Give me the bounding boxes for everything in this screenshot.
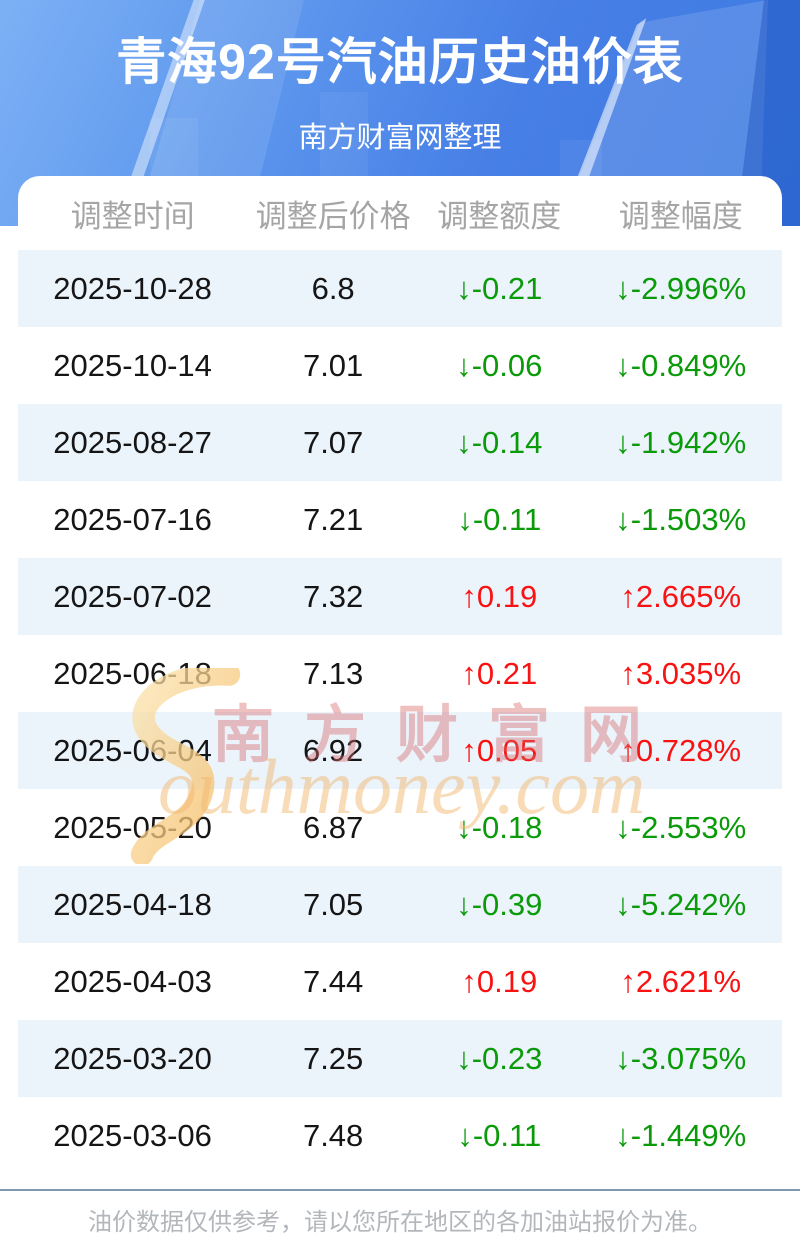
- cell-change: ↓-0.18: [456, 809, 543, 845]
- cell-price: 7.48: [302, 1117, 364, 1153]
- table-row: 2025-03-20 7.25 ↓-0.23 ↓-3.075%: [18, 1020, 782, 1097]
- column-header: 调整幅度: [618, 198, 743, 234]
- page-subtitle: 南方财富网整理: [298, 122, 502, 154]
- table-row: 2025-05-20 6.87 ↓-0.18 ↓-2.553%: [18, 789, 782, 866]
- cell-price: 6.8: [311, 270, 355, 306]
- cell-pct: ↓-2.553%: [615, 809, 747, 845]
- cell-date: 2025-07-16: [53, 501, 212, 537]
- cell-pct: ↓-1.449%: [615, 1117, 747, 1153]
- cell-price: 6.92: [302, 732, 364, 768]
- cell-pct: ↓-2.996%: [615, 270, 747, 306]
- cell-change: ↓-0.11: [457, 1117, 542, 1153]
- cell-pct: ↓-3.075%: [615, 1040, 747, 1076]
- cell-date: 2025-10-14: [53, 347, 212, 383]
- column-header: 调整额度: [437, 198, 562, 234]
- cell-date: 2025-07-02: [53, 578, 212, 614]
- table-row: 2025-10-14 7.01 ↓-0.06 ↓-0.849%: [18, 327, 782, 404]
- cell-change: ↑0.05: [461, 732, 538, 768]
- cell-pct: ↑2.665%: [620, 578, 742, 614]
- cell-change: ↓-0.23: [456, 1040, 543, 1076]
- cell-change: ↓-0.11: [457, 501, 542, 537]
- cell-price: 7.25: [302, 1040, 364, 1076]
- table-body: 2025-10-28 6.8 ↓-0.21 ↓-2.996% 2025-10-14 7.0…: [18, 250, 782, 1174]
- column-header: 调整后价格: [255, 198, 411, 234]
- cell-change: ↓-0.14: [456, 424, 543, 460]
- cell-price: 7.32: [302, 578, 364, 614]
- cell-pct: ↓-0.849%: [615, 347, 747, 383]
- table-row: 2025-10-28 6.8 ↓-0.21 ↓-2.996%: [18, 250, 782, 327]
- cell-price: 7.44: [302, 963, 364, 999]
- cell-date: 2025-08-27: [53, 424, 212, 460]
- price-table-card: 调整时间 调整后价格 调整额度 调整幅度 2025-10-28 6.8 ↓-0.21 ↓-2…: [18, 176, 782, 1174]
- cell-date: 2025-03-20: [53, 1040, 212, 1076]
- cell-pct: ↓-5.242%: [615, 886, 747, 922]
- table-row: 2025-04-18 7.05 ↓-0.39 ↓-5.242%: [18, 866, 782, 943]
- cell-price: 7.13: [302, 655, 364, 691]
- cell-date: 2025-04-03: [53, 963, 212, 999]
- table-row: 2025-04-03 7.44 ↑0.19 ↑2.621%: [18, 943, 782, 1020]
- cell-change: ↓-0.39: [456, 886, 543, 922]
- cell-price: 7.21: [302, 501, 364, 537]
- cell-pct: ↑0.728%: [620, 732, 742, 768]
- cell-change: ↓-0.06: [456, 347, 543, 383]
- cell-price: 7.05: [302, 886, 364, 922]
- cell-date: 2025-04-18: [53, 886, 212, 922]
- cell-pct: ↑2.621%: [620, 963, 742, 999]
- cell-pct: ↓-1.503%: [615, 501, 747, 537]
- cell-date: 2025-10-28: [53, 270, 212, 306]
- table-row: 2025-08-27 7.07 ↓-0.14 ↓-1.942%: [18, 404, 782, 481]
- cell-change: ↑0.21: [461, 655, 538, 691]
- footer-note: 油价数据仅供参考，请以您所在地区的各加油站报价为准。: [88, 1209, 712, 1236]
- cell-price: 6.87: [302, 809, 364, 845]
- page-title: 青海92号汽油历史油价表: [116, 34, 684, 90]
- table-header-row: 调整时间 调整后价格 调整额度 调整幅度: [18, 176, 782, 250]
- cell-change: ↑0.19: [461, 578, 538, 614]
- cell-price: 7.01: [302, 347, 364, 383]
- table-row: 2025-06-18 7.13 ↑0.21 ↑3.035%: [18, 635, 782, 712]
- cell-pct: ↓-1.942%: [615, 424, 747, 460]
- cell-change: ↑0.19: [461, 963, 538, 999]
- cell-pct: ↑3.035%: [620, 655, 742, 691]
- cell-date: 2025-03-06: [53, 1117, 212, 1153]
- table-row: 2025-07-02 7.32 ↑0.19 ↑2.665%: [18, 558, 782, 635]
- cell-date: 2025-05-20: [53, 809, 212, 845]
- footer: 油价数据仅供参考，请以您所在地区的各加油站报价为准。: [0, 1189, 800, 1238]
- cell-date: 2025-06-18: [53, 655, 212, 691]
- table-row: 2025-03-06 7.48 ↓-0.11 ↓-1.449%: [18, 1097, 782, 1174]
- table-row: 2025-06-04 6.92 ↑0.05 ↑0.728%: [18, 712, 782, 789]
- cell-price: 7.07: [302, 424, 364, 460]
- cell-date: 2025-06-04: [53, 732, 212, 768]
- table-row: 2025-07-16 7.21 ↓-0.11 ↓-1.503%: [18, 481, 782, 558]
- column-header: 调整时间: [70, 198, 195, 234]
- cell-change: ↓-0.21: [456, 270, 543, 306]
